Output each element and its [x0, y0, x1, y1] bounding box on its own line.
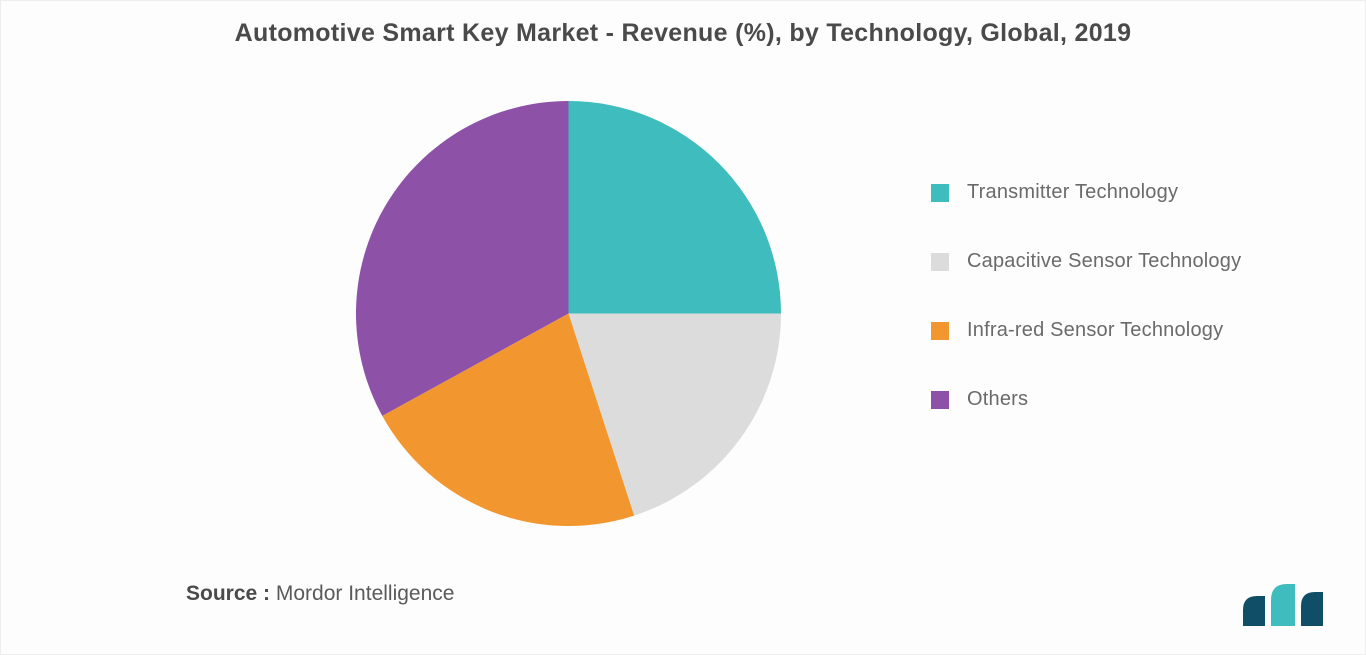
- brand-logo-icon: [1237, 580, 1333, 632]
- legend-item: Others: [931, 388, 1311, 411]
- source-text: Mordor Intelligence: [276, 582, 455, 605]
- legend-swatch: [931, 391, 949, 409]
- chart-container: Automotive Smart Key Market - Revenue (%…: [0, 0, 1366, 655]
- legend: Transmitter Technology Capacitive Sensor …: [931, 181, 1311, 457]
- legend-label: Others: [967, 388, 1028, 411]
- legend-label: Infra-red Sensor Technology: [967, 319, 1223, 342]
- legend-swatch: [931, 253, 949, 271]
- legend-item: Transmitter Technology: [931, 181, 1311, 204]
- legend-item: Infra-red Sensor Technology: [931, 319, 1311, 342]
- source-line: Source : Mordor Intelligence: [186, 582, 454, 606]
- legend-swatch: [931, 322, 949, 340]
- pie-chart: [356, 101, 781, 526]
- source-prefix: Source :: [186, 582, 270, 605]
- pie-slice: [569, 101, 782, 314]
- chart-title: Automotive Smart Key Market - Revenue (%…: [1, 19, 1365, 48]
- legend-item: Capacitive Sensor Technology: [931, 250, 1311, 273]
- chart-area: Transmitter Technology Capacitive Sensor …: [1, 91, 1366, 561]
- legend-label: Transmitter Technology: [967, 181, 1178, 204]
- legend-label: Capacitive Sensor Technology: [967, 250, 1241, 273]
- legend-swatch: [931, 184, 949, 202]
